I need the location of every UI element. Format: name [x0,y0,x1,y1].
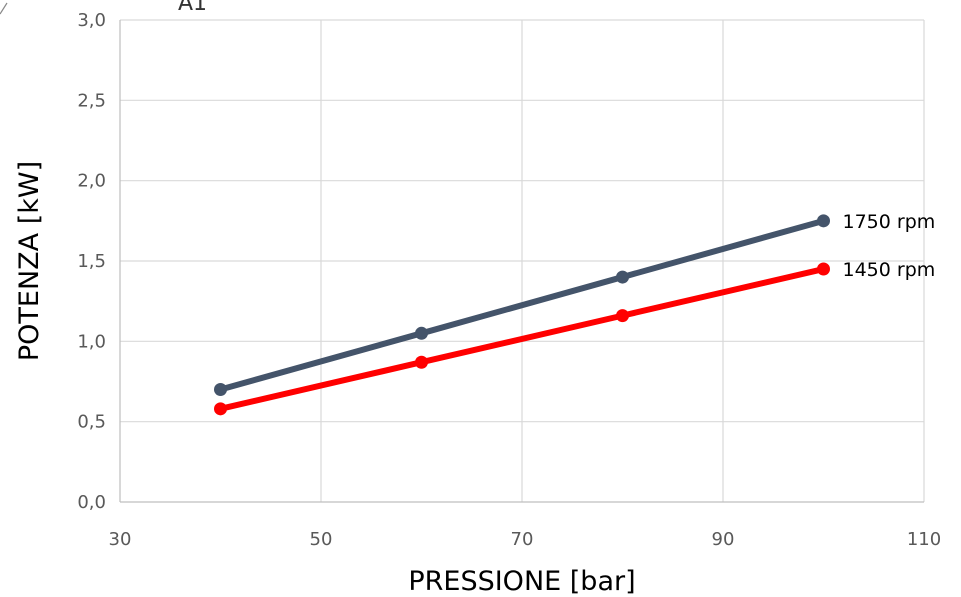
y-tick-label: 2,5 [77,90,106,111]
series-label: 1450 rpm [843,259,936,281]
series-label: 1750 rpm [843,211,936,233]
series-layer: 1750 rpm 1450 rpm [214,211,936,416]
x-tick-label: 110 [907,529,941,550]
y-tick-labels: 0,0 0,5 1,0 1,5 2,0 2,5 3,0 [77,10,106,513]
data-point [616,309,629,323]
gridlines [120,19,925,502]
x-tick-label: 50 [310,529,333,550]
y-tick-label: 1,0 [77,331,106,352]
data-point [214,402,227,416]
axes [119,20,924,503]
data-point [817,262,830,276]
data-point [616,270,629,284]
x-axis-title: PRESSIONE [bar] [408,566,635,597]
data-point [817,214,830,228]
x-tick-label: 90 [712,529,735,550]
data-point [415,326,428,340]
corner-decoration: A1 [0,0,207,16]
series-line [217,266,827,412]
data-point [214,383,227,397]
data-point [415,355,428,369]
y-axis-title: POTENZA [kW] [14,161,45,361]
x-tick-label: 30 [109,529,132,550]
x-tick-label: 70 [511,529,534,550]
y-tick-label: 1,5 [77,251,106,272]
y-tick-label: 0,5 [77,412,106,433]
y-tick-label: 2,0 [77,171,106,192]
y-tick-label: 0,0 [77,492,106,513]
series-line [217,217,827,393]
y-tick-label: 3,0 [77,10,106,31]
corner-mark [0,2,8,15]
corner-text: A1 [178,0,207,16]
x-tick-labels: 30 50 70 90 110 [109,529,942,550]
